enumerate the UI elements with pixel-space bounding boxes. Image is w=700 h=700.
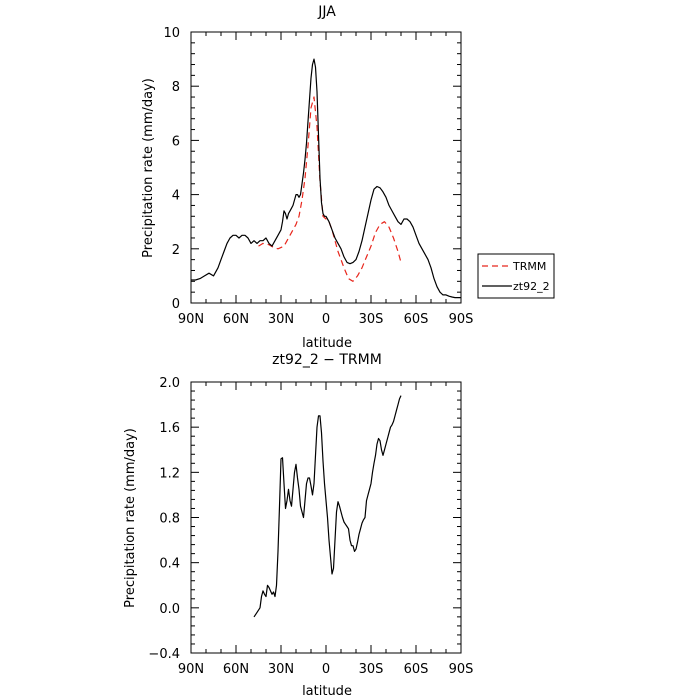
bottom-y-tick-label: −0.4 <box>148 647 180 662</box>
top-series-trmm-line <box>258 96 402 282</box>
bottom-chart-panel: zt92_2 − TRMM −0.4 0.0 0.4 0.8 1.2 1.6 2.0 90N 6… <box>123 352 473 699</box>
top-chart-title: JJA <box>317 4 336 20</box>
legend-box <box>477 253 555 299</box>
top-y-tick-label: 10 <box>163 26 180 41</box>
bottom-y-tick-label: 0.8 <box>159 512 180 527</box>
bottom-x-tick-label: 30N <box>268 662 294 677</box>
top-x-axis-title: latitude <box>302 336 352 351</box>
top-plot-frame <box>190 31 462 304</box>
top-y-tick-label: 8 <box>172 80 180 95</box>
bottom-x-tick-label: 60N <box>223 662 249 677</box>
top-x-tick-label: 0 <box>322 312 330 327</box>
bottom-y-tick-label: 1.6 <box>159 421 180 436</box>
bottom-x-tick-label: 90S <box>449 662 474 677</box>
bottom-x-axis-title: latitude <box>302 684 352 699</box>
top-y-axis-title: Precipitation rate (mm/day) <box>141 78 156 258</box>
bottom-chart-title: zt92_2 − TRMM <box>272 352 382 368</box>
top-x-tick-label: 30S <box>359 312 384 327</box>
top-x-tick-label: 90N <box>178 312 204 327</box>
top-x-tick-label: 60N <box>223 312 249 327</box>
top-x-tick-label: 90S <box>449 312 474 327</box>
top-y-tick-label: 0 <box>172 297 180 312</box>
bottom-y-tick-label: 1.2 <box>159 466 180 481</box>
top-plot-area: 0 2 4 6 8 10 90N 60N 30N 0 30S 60S 90S <box>163 26 473 327</box>
top-x-tick-label: 30N <box>268 312 294 327</box>
top-x-tick-label: 60S <box>404 312 429 327</box>
legend-label-zt92-2: zt92_2 <box>513 280 550 293</box>
bottom-x-tick-label: 90N <box>178 662 204 677</box>
top-y-tick-label: 2 <box>172 243 180 258</box>
bottom-y-tick-label: 0.4 <box>159 557 180 572</box>
legend-label-trmm: TRMM <box>512 260 546 273</box>
top-y-tick-label: 6 <box>172 134 180 149</box>
bottom-x-tick-label: 60S <box>404 662 429 677</box>
top-y-tick-label: 4 <box>172 189 180 204</box>
bottom-y-axis-title: Precipitation rate (mm/day) <box>123 428 138 608</box>
bottom-y-tick-label: 0.0 <box>159 602 180 617</box>
bottom-plot-area: −0.4 0.0 0.4 0.8 1.2 1.6 2.0 90N 60N 30N 0 30S 60S 90… <box>148 376 473 677</box>
top-series-zt92-2-line <box>191 58 461 299</box>
legend: TRMM zt92_2 <box>477 253 555 299</box>
bottom-x-tick-label: 0 <box>322 662 330 677</box>
bottom-plot-frame <box>190 381 462 654</box>
bottom-y-tick-label: 2.0 <box>159 376 180 391</box>
bottom-series-difference-line <box>253 395 402 618</box>
bottom-x-tick-label: 30S <box>359 662 384 677</box>
